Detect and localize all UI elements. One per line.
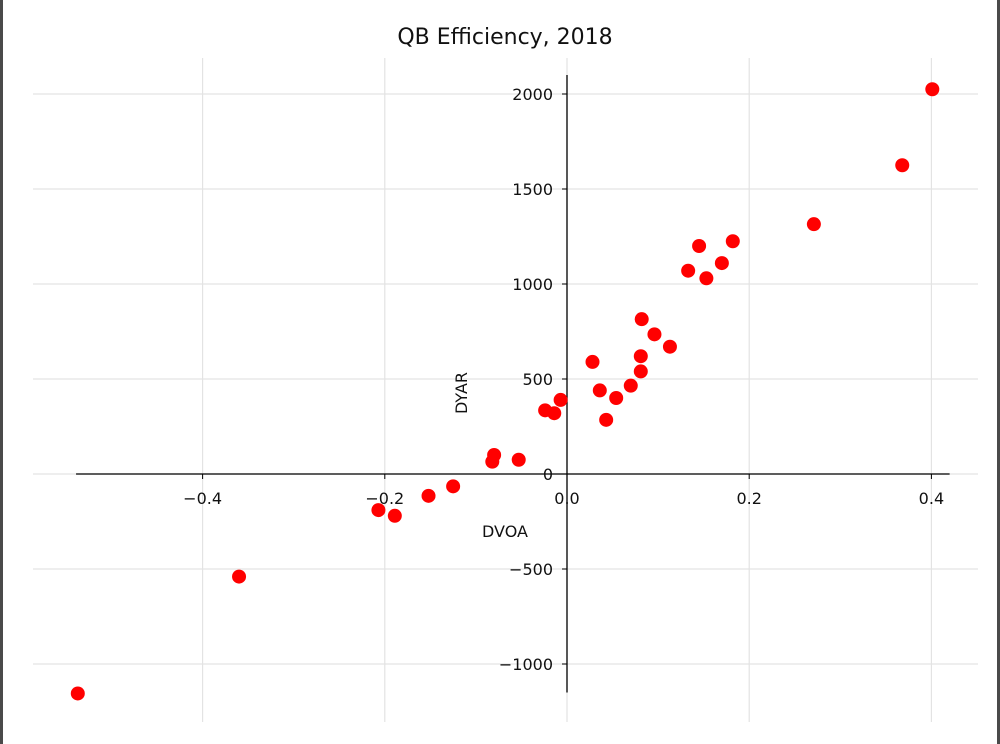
data-point	[925, 82, 940, 97]
y-tick-label: −500	[509, 560, 553, 579]
data-point	[553, 392, 568, 407]
axes	[76, 75, 950, 693]
data-point	[633, 364, 648, 379]
y-axis-label: DYAR	[452, 372, 471, 414]
data-point	[806, 217, 821, 232]
x-tick-label: 0.2	[736, 489, 761, 508]
data-point	[485, 454, 500, 469]
data-point	[511, 452, 526, 467]
data-point	[634, 312, 649, 327]
data-point	[547, 406, 562, 421]
y-tick-label: 0	[543, 465, 553, 484]
y-tick-label: 1500	[512, 180, 553, 199]
data-point	[599, 412, 614, 427]
grid-lines	[33, 58, 978, 722]
data-point	[623, 378, 638, 393]
x-tick-label: −0.2	[365, 489, 404, 508]
y-tick-label: 1000	[512, 275, 553, 294]
data-point	[371, 503, 386, 518]
x-tick-label: −0.4	[183, 489, 222, 508]
chart-title: QB Efficiency, 2018	[397, 25, 612, 50]
x-axis-label: DVOA	[482, 522, 528, 541]
data-point	[692, 239, 707, 253]
x-tick-label: 0.0	[554, 489, 579, 508]
data-point	[662, 339, 677, 354]
data-point	[70, 686, 85, 701]
data-point	[895, 158, 910, 173]
data-point	[633, 349, 648, 364]
data-point	[446, 479, 461, 494]
y-tick-label: 500	[522, 370, 553, 389]
data-point	[647, 327, 662, 342]
y-tick-label: 2000	[512, 85, 553, 104]
data-point	[592, 383, 607, 398]
data-point	[421, 488, 436, 503]
data-point	[585, 354, 600, 369]
scatter-chart: −0.4 −0.2 0.0 0.2 0.4 −1000 −500 0 500 1000 1500 20…	[33, 25, 978, 722]
data-points	[70, 82, 940, 701]
data-point	[681, 263, 696, 278]
y-tick-label: −1000	[499, 655, 553, 674]
data-point	[699, 271, 714, 286]
ticks: −0.4 −0.2 0.0 0.2 0.4 −1000 −500 0 500 1000 1500 20…	[183, 85, 944, 674]
data-point	[387, 508, 402, 523]
x-tick-label: 0.4	[919, 489, 944, 508]
data-point	[714, 256, 729, 271]
data-point	[725, 234, 740, 249]
data-point	[609, 391, 624, 405]
data-point	[232, 569, 247, 584]
